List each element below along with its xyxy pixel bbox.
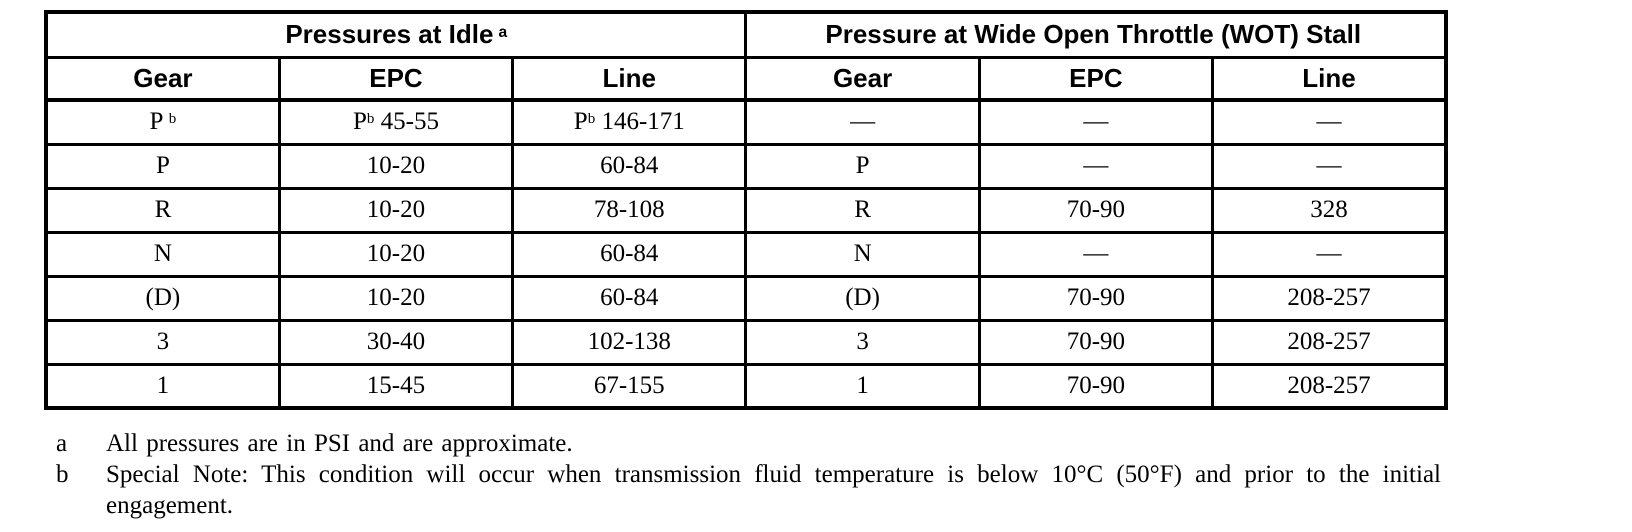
column-header-row: Gear EPC Line Gear EPC Line	[44, 55, 1448, 102]
column-header-line-wot: Line	[1211, 55, 1448, 102]
table-cell: Pb 45-55	[277, 98, 515, 146]
table-cell: —	[1211, 142, 1448, 190]
table-cell: 60-84	[511, 142, 748, 190]
table-cell: 208-257	[1211, 318, 1448, 366]
table-cell: 70-90	[977, 274, 1215, 322]
column-header-epc-idle: EPC	[277, 55, 515, 102]
table-cell: (D)	[744, 274, 981, 322]
table-cell: R	[744, 186, 981, 234]
column-header-gear-idle: Gear	[44, 55, 281, 102]
table-cell: 10-20	[277, 274, 515, 322]
table-cell: 30-40	[277, 318, 515, 366]
footnote-ref-b: b	[168, 111, 177, 128]
table-cell: —	[977, 230, 1215, 278]
footnote-ref-a: a	[498, 24, 508, 42]
table-cell: 208-257	[1211, 362, 1448, 410]
table-cell: 67-155	[511, 362, 748, 410]
table-cell: N	[744, 230, 981, 278]
table-cell: 60-84	[511, 274, 748, 322]
footnote-b-text: Special Note: This condition will occur …	[106, 461, 1441, 519]
pressure-spec-table: Pressures at Idle a Pressure at Wide Open…	[44, 10, 1448, 410]
table-cell: —	[744, 98, 981, 146]
footnote-ref-b: b	[587, 111, 596, 128]
table-row: P 10-20 60-84 P — —	[44, 142, 1448, 190]
table-cell: 10-20	[277, 186, 515, 234]
group-header-pressures-at-idle: Pressures at Idle a	[44, 10, 748, 58]
table-cell: P	[744, 142, 981, 190]
table-cell: 70-90	[977, 186, 1215, 234]
table-row: R 10-20 78-108 R 70-90 328	[44, 186, 1448, 234]
table-cell: —	[977, 142, 1215, 190]
table-row: P b Pb 45-55 Pb 146-171— — —	[44, 98, 1448, 146]
group-header-wot-stall: Pressure at Wide Open Throttle (WOT) Sta…	[744, 10, 1448, 58]
footnote-ref-b: b	[366, 111, 375, 128]
column-header-line-idle: Line	[511, 55, 748, 102]
table-cell: R	[44, 186, 281, 234]
column-header-gear-wot: Gear	[744, 55, 981, 102]
table-cell: (D)	[44, 274, 281, 322]
table-cell: —	[1211, 230, 1448, 278]
table-row: (D) 10-20 60-84 (D) 70-90 208-257	[44, 274, 1448, 322]
footnote-a: a All pressures are in PSI and are appro…	[56, 428, 1446, 459]
table-cell: 328	[1211, 186, 1448, 234]
group-header-idle-label: Pressures at Idle	[285, 19, 494, 50]
footnote-b-marker: b	[56, 461, 69, 488]
column-header-epc-wot: EPC	[977, 55, 1215, 102]
footnote-b: b Special Note: This condition will occu…	[56, 459, 1446, 521]
table-body: P b Pb 45-55 Pb 146-171— — — P 10-20 60-84 P — — R 1…	[44, 98, 1448, 410]
table-cell: P b	[44, 98, 281, 146]
table-cell: 10-20	[277, 142, 515, 190]
table-cell: 3	[744, 318, 981, 366]
footnotes: a All pressures are in PSI and are appro…	[56, 428, 1446, 521]
table-cell: 15-45	[277, 362, 515, 410]
footnote-a-marker: a	[56, 430, 68, 457]
table-row: N 10-20 60-84 N — —	[44, 230, 1448, 278]
table-cell: 78-108	[511, 186, 748, 234]
group-header-row: Pressures at Idle a Pressure at Wide Open…	[44, 10, 1448, 58]
table-cell: 3	[44, 318, 281, 366]
table-cell: 1	[44, 362, 281, 410]
table-cell: 70-90	[977, 362, 1215, 410]
table-cell: —	[977, 98, 1215, 146]
table-cell: Pb 146-171	[511, 98, 748, 146]
table-cell: 102-138	[511, 318, 748, 366]
group-header-wot-label: Pressure at Wide Open Throttle (WOT) Sta…	[825, 19, 1362, 50]
table-cell: N	[44, 230, 281, 278]
footnote-a-text: All pressures are in PSI and are approxi…	[106, 430, 573, 457]
table-cell: 208-257	[1211, 274, 1448, 322]
table-row: 3 30-40 102-138 3 70-90 208-257	[44, 318, 1448, 366]
table-cell: 10-20	[277, 230, 515, 278]
table-cell: 60-84	[511, 230, 748, 278]
table-cell: 1	[744, 362, 981, 410]
table-cell: —	[1211, 98, 1448, 146]
table-row: 1 15-45 67-155 1 70-90 208-257	[44, 362, 1448, 410]
table-cell: 70-90	[977, 318, 1215, 366]
table-cell: P	[44, 142, 281, 190]
